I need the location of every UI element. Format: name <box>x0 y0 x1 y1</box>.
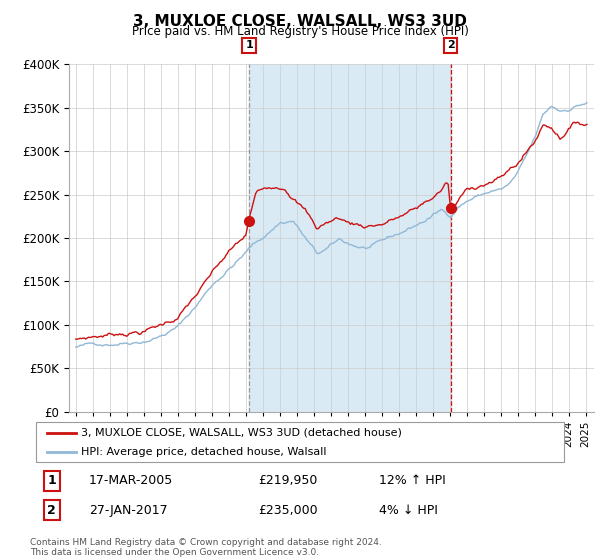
Text: HPI: Average price, detached house, Walsall: HPI: Average price, detached house, Wals… <box>81 446 326 456</box>
Text: Contains HM Land Registry data © Crown copyright and database right 2024.
This d: Contains HM Land Registry data © Crown c… <box>30 538 382 557</box>
Text: £235,000: £235,000 <box>258 504 317 517</box>
Bar <box>249 64 451 412</box>
Text: 3, MUXLOE CLOSE, WALSALL, WS3 3UD: 3, MUXLOE CLOSE, WALSALL, WS3 3UD <box>133 14 467 29</box>
FancyBboxPatch shape <box>36 422 564 462</box>
Text: 4% ↓ HPI: 4% ↓ HPI <box>379 504 438 517</box>
Text: Price paid vs. HM Land Registry's House Price Index (HPI): Price paid vs. HM Land Registry's House … <box>131 25 469 38</box>
Text: 3, MUXLOE CLOSE, WALSALL, WS3 3UD (detached house): 3, MUXLOE CLOSE, WALSALL, WS3 3UD (detac… <box>81 428 402 438</box>
Text: 1: 1 <box>47 474 56 487</box>
Text: 17-MAR-2005: 17-MAR-2005 <box>89 474 173 487</box>
Text: 27-JAN-2017: 27-JAN-2017 <box>89 504 167 517</box>
Text: 2: 2 <box>447 40 455 50</box>
Text: 2: 2 <box>47 504 56 517</box>
Text: £219,950: £219,950 <box>258 474 317 487</box>
Text: 12% ↑ HPI: 12% ↑ HPI <box>379 474 446 487</box>
Text: 1: 1 <box>245 40 253 50</box>
